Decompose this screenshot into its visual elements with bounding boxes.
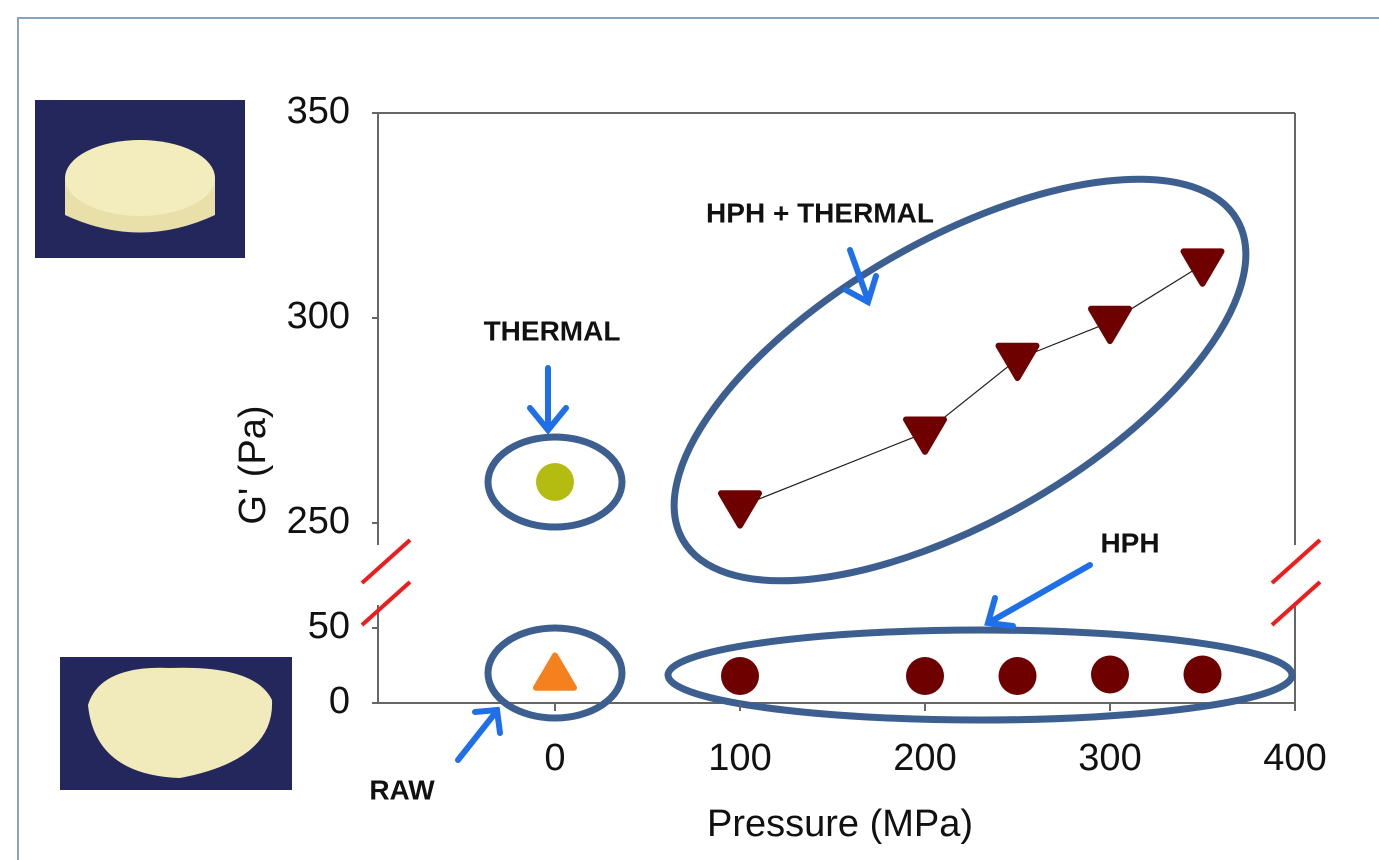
chart: G' (Pa) Pressure (MPa) THERMAL HPH + THE… bbox=[0, 0, 1379, 860]
y-tick-label: 250 bbox=[287, 500, 350, 542]
y-axis-label: G' (Pa) bbox=[232, 405, 274, 524]
group-ellipse bbox=[488, 99, 1307, 720]
point bbox=[1184, 656, 1222, 694]
point bbox=[536, 656, 574, 688]
x-tick-label: 300 bbox=[1078, 737, 1141, 779]
trend-line bbox=[740, 265, 1203, 507]
annotation: RAW bbox=[369, 774, 435, 805]
point bbox=[1091, 309, 1129, 341]
y-tick-label: 350 bbox=[287, 90, 350, 132]
point bbox=[906, 657, 944, 695]
x-tick-label: 400 bbox=[1263, 737, 1326, 779]
point bbox=[1184, 251, 1222, 283]
photo-thermal bbox=[35, 100, 245, 258]
point bbox=[1091, 656, 1129, 694]
photo-raw bbox=[60, 657, 292, 790]
point bbox=[999, 346, 1037, 378]
y-tick-label: 0 bbox=[329, 680, 350, 722]
x-tick-label: 0 bbox=[544, 737, 565, 779]
point bbox=[536, 463, 574, 501]
point bbox=[999, 657, 1037, 695]
y-tick-label: 300 bbox=[287, 295, 350, 337]
x-axis-label: Pressure (MPa) bbox=[707, 803, 973, 845]
annotation: HPH + THERMAL bbox=[706, 197, 934, 228]
x-tick-label: 100 bbox=[708, 737, 771, 779]
point bbox=[721, 657, 759, 695]
point bbox=[906, 420, 944, 452]
x-tick-label: 200 bbox=[893, 737, 956, 779]
point bbox=[721, 493, 759, 525]
annotation: THERMAL bbox=[484, 315, 621, 346]
annotation: HPH bbox=[1100, 527, 1159, 558]
axis-break bbox=[362, 540, 1320, 625]
y-tick-label: 50 bbox=[308, 605, 350, 647]
